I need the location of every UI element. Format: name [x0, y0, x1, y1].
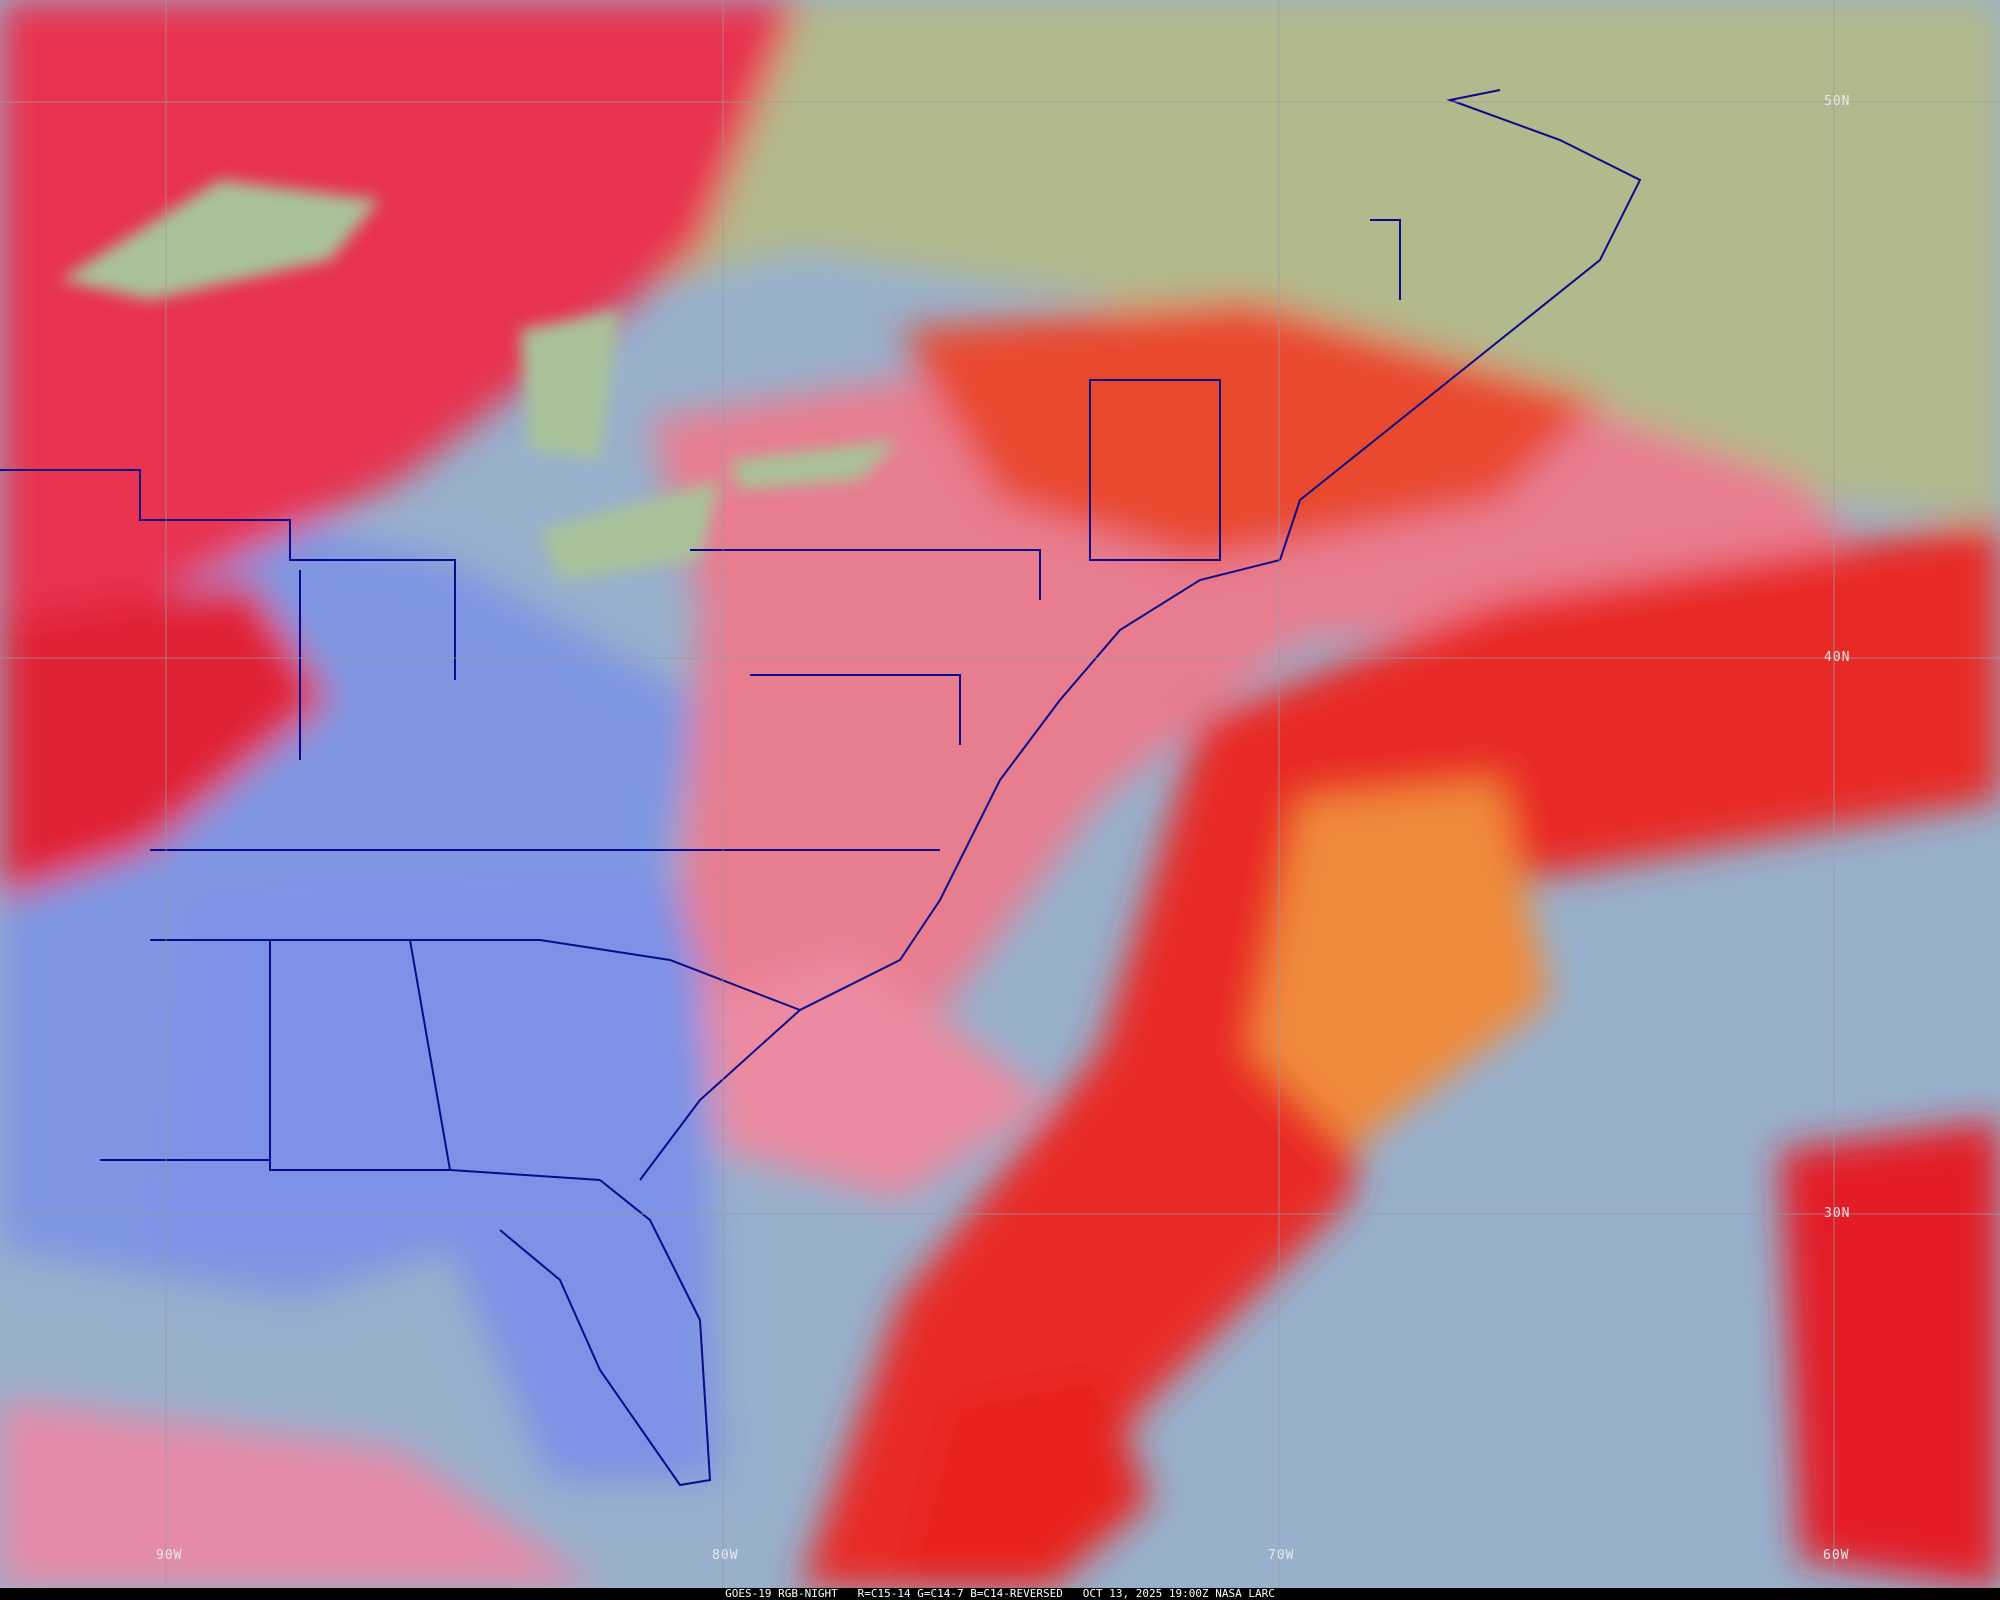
florida-coastline [499, 1179, 712, 1487]
lon-label-60w: 60W [1823, 1548, 1850, 1563]
lat-label-30n: 30N [1824, 1206, 1851, 1221]
state-boundaries [0, 219, 1401, 1181]
image-caption: GOES-19 RGB-NIGHT R=C15-14 G=C14-7 B=C14… [0, 1588, 2000, 1600]
lon-label-80w: 80W [712, 1548, 739, 1563]
lon-label-90w: 90W [156, 1548, 183, 1563]
lon-label-70w: 70W [1268, 1548, 1295, 1563]
lakes [60, 180, 900, 580]
lat-label-50n: 50N [1824, 94, 1851, 109]
east-coastline [639, 559, 1281, 1181]
st-lawrence-coastline [1279, 89, 1642, 561]
lat-label-40n: 40N [1824, 650, 1851, 665]
